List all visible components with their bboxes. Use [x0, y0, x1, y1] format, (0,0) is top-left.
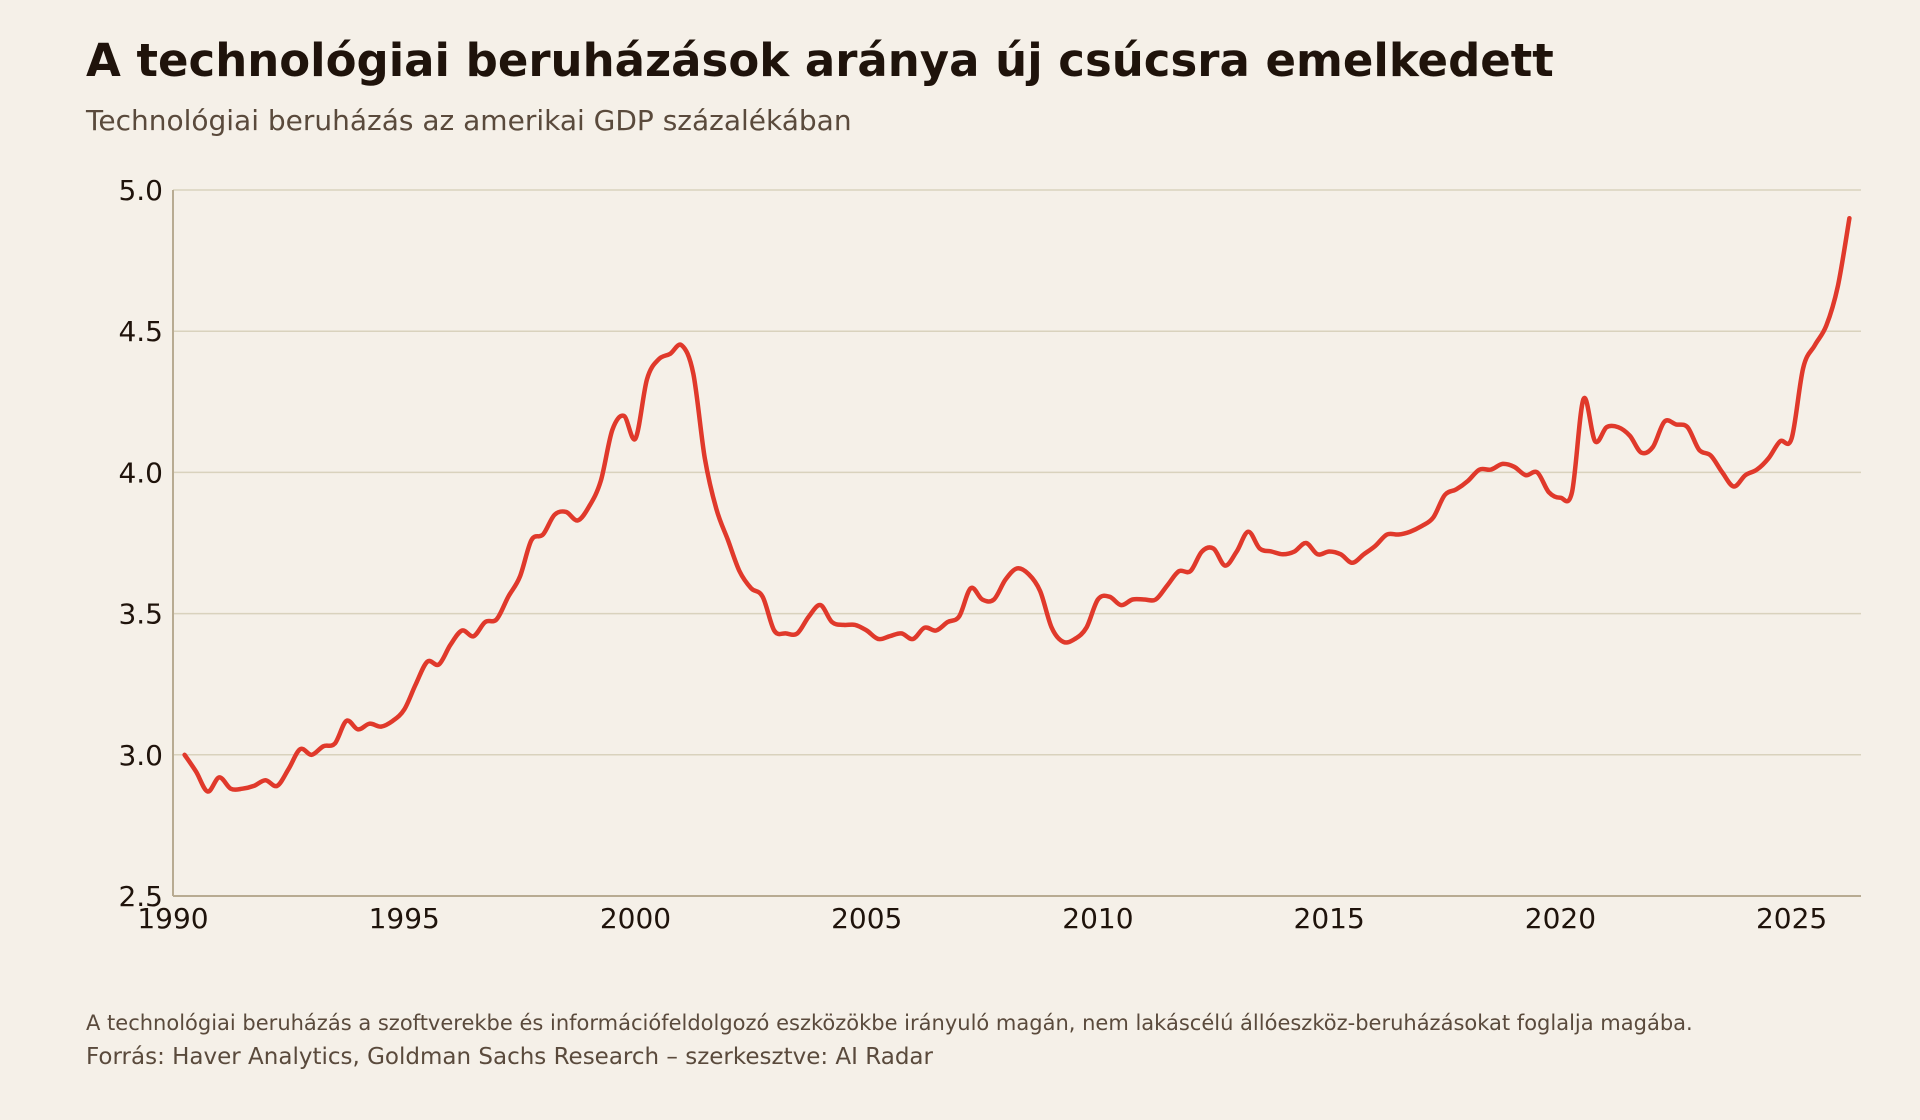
x-tick-label: 2025: [1756, 902, 1827, 935]
x-tick-labels: 1990 1995 2000 2005 2010 2015 2020 2025: [137, 902, 1827, 935]
x-tick-label: 2020: [1525, 902, 1596, 935]
y-tick-label: 3.5: [118, 598, 163, 631]
y-tick-label: 4.0: [118, 456, 163, 489]
x-tick-label: 1990: [137, 902, 208, 935]
x-tick-label: 2005: [831, 902, 902, 935]
chart-title: A technológiai beruházások aránya új csú…: [86, 34, 1554, 87]
y-tick-label: 2.5: [118, 880, 163, 913]
x-tick-label: 2015: [1294, 902, 1365, 935]
line-chart: 2.5 3.0 3.5 4.0 4.5 5.0 1990 1995 2000 2005 2010 2…: [118, 174, 1861, 935]
y-tick-labels: 2.5 3.0 3.5 4.0 4.5 5.0: [118, 174, 163, 913]
x-tick-label: 1995: [369, 902, 440, 935]
series-line: [182, 215, 1852, 794]
footnote: A technológiai beruházás a szoftverekbe …: [86, 1011, 1693, 1035]
grid-lines: [173, 189, 1861, 756]
x-tick-label: 2010: [1062, 902, 1133, 935]
y-tick-label: 3.0: [118, 739, 163, 772]
chart-subtitle: Technológiai beruházás az amerikai GDP s…: [86, 104, 852, 137]
source-note: Forrás: Haver Analytics, Goldman Sachs R…: [86, 1044, 933, 1070]
y-tick-label: 4.5: [118, 315, 163, 348]
y-tick-label: 5.0: [118, 174, 163, 207]
axes: [172, 190, 1861, 897]
x-tick-label: 2000: [600, 902, 671, 935]
series-layer: [182, 215, 1852, 794]
